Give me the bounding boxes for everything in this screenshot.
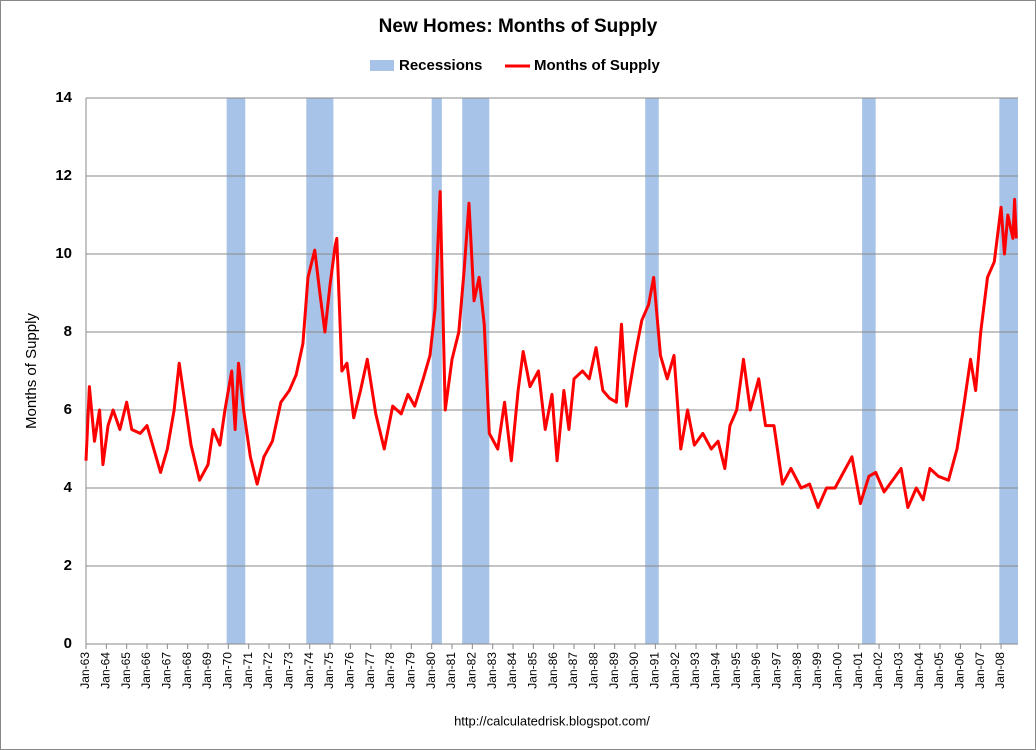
- legend-label: Months of Supply: [534, 57, 660, 74]
- y-tick-label: 0: [64, 635, 72, 652]
- recession-band: [431, 98, 442, 644]
- x-tick-label: Jan-01: [851, 652, 865, 689]
- x-tick-label: Jan-66: [139, 652, 153, 689]
- y-tick-label: 6: [64, 401, 72, 418]
- x-tick-label: Jan-83: [485, 652, 499, 689]
- recession-band: [306, 98, 334, 644]
- x-tick-label: Jan-77: [363, 652, 377, 689]
- x-tick-label: Jan-64: [99, 652, 113, 689]
- x-tick-label: Jan-73: [282, 652, 296, 689]
- x-tick-label: Jan-74: [302, 652, 316, 689]
- x-tick-label: Jan-95: [729, 652, 743, 689]
- x-tick-label: Jan-65: [119, 652, 133, 689]
- x-tick-label: Jan-67: [160, 652, 174, 689]
- x-tick-label: Jan-04: [912, 652, 926, 689]
- x-tick-label: Jan-02: [871, 652, 885, 689]
- x-tick-label: Jan-85: [526, 652, 540, 689]
- x-tick-label: Jan-63: [78, 652, 92, 689]
- x-tick-label: Jan-03: [892, 652, 906, 689]
- x-tick-label: Jan-06: [953, 652, 967, 689]
- x-tick-label: Jan-75: [322, 652, 336, 689]
- x-tick-label: Jan-71: [241, 652, 255, 689]
- y-tick-label: 2: [64, 557, 72, 574]
- x-tick-label: Jan-68: [180, 652, 194, 689]
- x-tick-label: Jan-79: [404, 652, 418, 689]
- legend-label: Recessions: [399, 57, 482, 74]
- recession-band: [645, 98, 659, 644]
- x-tick-label: Jan-96: [749, 652, 763, 689]
- y-tick-label: 4: [64, 479, 73, 496]
- recession-band: [999, 98, 1018, 644]
- x-tick-label: Jan-98: [790, 652, 804, 689]
- y-tick-label: 14: [55, 89, 72, 106]
- x-tick-label: Jan-86: [546, 652, 560, 689]
- x-tick-label: Jan-80: [424, 652, 438, 689]
- x-tick-label: Jan-87: [566, 652, 580, 689]
- source-note: http://calculatedrisk.blogspot.com/: [454, 713, 650, 728]
- x-tick-label: Jan-78: [383, 652, 397, 689]
- x-tick-label: Jan-99: [810, 652, 824, 689]
- x-tick-label: Jan-69: [200, 652, 214, 689]
- x-tick-label: Jan-81: [444, 652, 458, 689]
- x-tick-label: Jan-05: [932, 652, 946, 689]
- x-tick-label: Jan-82: [465, 652, 479, 689]
- y-tick-label: 10: [55, 245, 72, 262]
- x-tick-label: Jan-00: [831, 652, 845, 689]
- x-tick-label: Jan-88: [587, 652, 601, 689]
- recession-band: [226, 98, 246, 644]
- y-axis-title: Months of Supply: [23, 313, 40, 429]
- chart-title: New Homes: Months of Supply: [379, 16, 658, 37]
- y-tick-label: 12: [55, 167, 72, 184]
- x-tick-label: Jan-76: [343, 652, 357, 689]
- recession-band: [862, 98, 876, 644]
- x-tick-label: Jan-93: [688, 652, 702, 689]
- x-tick-label: Jan-07: [973, 652, 987, 689]
- x-tick-label: Jan-70: [221, 652, 235, 689]
- x-tick-label: Jan-89: [607, 652, 621, 689]
- x-tick-label: Jan-92: [668, 652, 682, 689]
- x-tick-label: Jan-94: [709, 652, 723, 689]
- legend-swatch: [370, 60, 394, 71]
- recession-band: [462, 98, 490, 644]
- data-line: [84, 190, 1018, 509]
- x-tick-label: Jan-97: [770, 652, 784, 689]
- x-tick-label: Jan-91: [648, 652, 662, 689]
- x-tick-label: Jan-08: [993, 652, 1007, 689]
- x-tick-label: Jan-84: [505, 652, 519, 689]
- x-tick-label: Jan-90: [627, 652, 641, 689]
- x-tick-label: Jan-72: [261, 652, 275, 689]
- y-tick-label: 8: [64, 323, 72, 340]
